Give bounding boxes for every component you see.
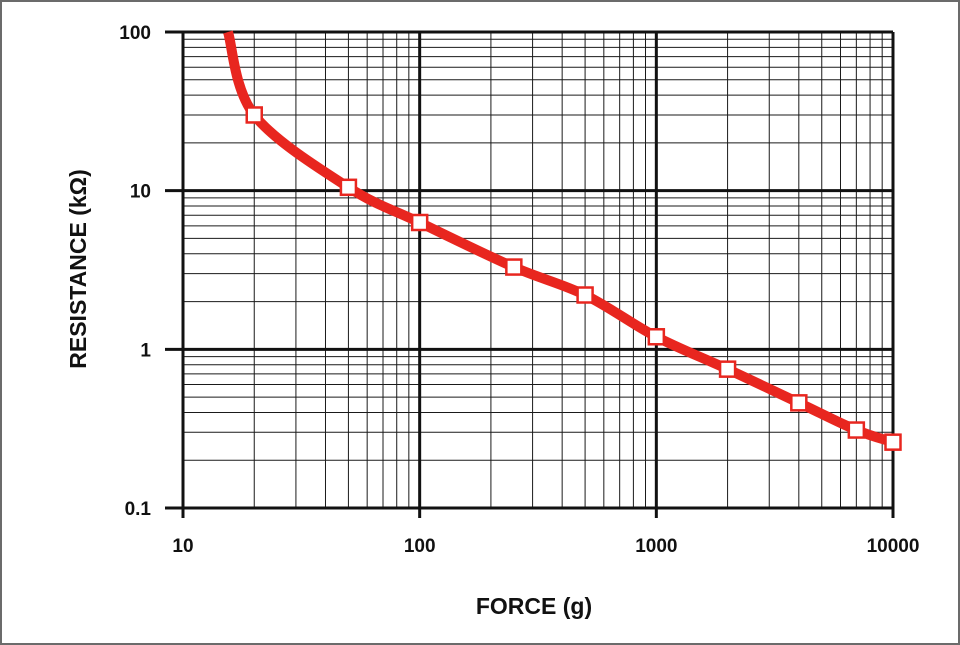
data-point-marker xyxy=(847,421,866,439)
y-tick-label: 100 xyxy=(119,23,151,44)
y-tick-label: 0.1 xyxy=(125,499,152,520)
x-tick-label: 10000 xyxy=(867,536,920,557)
x-tick-label: 10 xyxy=(172,536,193,557)
data-point-marker xyxy=(576,286,594,304)
data-point-marker xyxy=(884,433,902,451)
data-point-marker xyxy=(718,360,737,378)
x-axis-label: FORCE (g) xyxy=(476,593,592,619)
minor-grid xyxy=(183,32,893,508)
x-tick-label: 1000 xyxy=(635,536,677,557)
data-point-marker xyxy=(410,213,429,232)
x-tick-labels: 10 100 1000 10000 xyxy=(172,536,919,557)
data-point-marker xyxy=(505,258,523,276)
data-point-marker xyxy=(245,106,263,124)
major-grid xyxy=(165,30,895,518)
data-point-marker xyxy=(790,394,808,412)
series-line xyxy=(223,30,895,447)
y-axis-label: RESISTANCE (kΩ) xyxy=(65,169,91,368)
data-point-marker xyxy=(647,328,666,346)
y-tick-label: 10 xyxy=(130,182,151,203)
y-tick-labels: 0.1 1 10 100 xyxy=(119,23,151,520)
data-point-marker xyxy=(339,178,358,197)
y-tick-label: 1 xyxy=(140,340,151,361)
series-group xyxy=(223,30,902,451)
x-tick-label: 100 xyxy=(404,536,436,557)
